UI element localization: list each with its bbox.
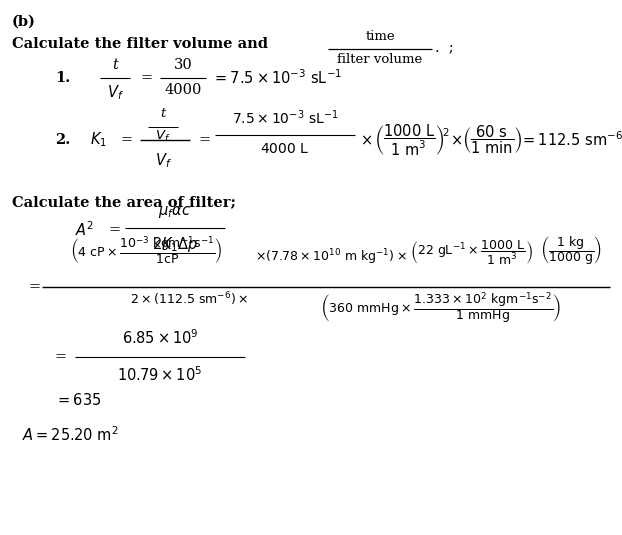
Text: $\left(22\ \mathrm{gL^{-1}}\times\dfrac{1000\ \mathrm{L}}{1\ \mathrm{m^3}}\right: $\left(22\ \mathrm{gL^{-1}}\times\dfrac{… (410, 239, 533, 267)
Text: $= 635$: $= 635$ (55, 392, 101, 408)
Text: Calculate the area of filter;: Calculate the area of filter; (12, 195, 236, 209)
Text: $= 7.5 \times 10^{-3}\ \mathrm{sL}^{-1}$: $= 7.5 \times 10^{-3}\ \mathrm{sL}^{-1}$ (212, 68, 342, 87)
Text: $6.85\times10^9$: $6.85\times10^9$ (122, 328, 198, 347)
Text: $= 112.5\ \mathrm{sm}^{-6}$: $= 112.5\ \mathrm{sm}^{-6}$ (520, 131, 622, 149)
Text: $10.79\times10^5$: $10.79\times10^5$ (118, 365, 203, 384)
Text: $V_f$: $V_f$ (154, 151, 172, 170)
Text: $7.5 \times 10^{-3}\ \mathrm{sL}^{-1}$: $7.5 \times 10^{-3}\ \mathrm{sL}^{-1}$ (232, 109, 338, 127)
Text: 4000: 4000 (164, 83, 202, 97)
Text: 1.: 1. (55, 71, 70, 85)
Text: filter volume: filter volume (337, 53, 422, 66)
Text: $K_1$: $K_1$ (90, 131, 107, 149)
Text: =: = (28, 280, 40, 294)
Text: $\left(\dfrac{1\ \mathrm{kg}}{1000\ \mathrm{g}}\right)$: $\left(\dfrac{1\ \mathrm{kg}}{1000\ \mat… (540, 234, 602, 267)
Text: (b): (b) (12, 15, 36, 29)
Text: t: t (112, 58, 118, 72)
Text: $\left(360\ \mathrm{mmHg}\times\dfrac{1.333\times10^{2}\ \mathrm{kgm^{-1}s^{-2}}: $\left(360\ \mathrm{mmHg}\times\dfrac{1.… (320, 290, 561, 325)
Text: =: = (108, 223, 120, 237)
Text: $\left(\dfrac{1000\ \mathrm{L}}{1\ \mathrm{m}^3}\right)^{\!2}$: $\left(\dfrac{1000\ \mathrm{L}}{1\ \math… (374, 123, 450, 158)
Text: $A = 25.20\ \mathrm{m}^2$: $A = 25.20\ \mathrm{m}^2$ (22, 426, 118, 445)
Text: =: = (140, 71, 152, 85)
Text: $2K_1\Delta p$: $2K_1\Delta p$ (152, 235, 198, 254)
Text: $V_f$: $V_f$ (156, 129, 171, 144)
Text: $2\times(112.5\ \mathrm{sm^{-6}})\times$: $2\times(112.5\ \mathrm{sm^{-6}})\times$ (130, 290, 248, 308)
Text: $\times$: $\times$ (360, 133, 372, 147)
Text: 2.: 2. (55, 133, 70, 147)
Text: 30: 30 (174, 58, 192, 72)
Text: =: = (120, 133, 132, 147)
Text: =: = (198, 133, 210, 147)
Text: $\left(\dfrac{60\ \mathrm{s}}{1\ \mathrm{min}}\right)$: $\left(\dfrac{60\ \mathrm{s}}{1\ \mathrm… (462, 124, 522, 156)
Text: $\mu_f \alpha c$: $\mu_f \alpha c$ (159, 204, 192, 220)
Text: Calculate the filter volume and: Calculate the filter volume and (12, 37, 268, 51)
Text: time: time (365, 30, 395, 43)
Text: .  ;: . ; (435, 41, 454, 55)
Text: $\times$: $\times$ (450, 133, 462, 147)
Text: $4000\ \mathrm{L}$: $4000\ \mathrm{L}$ (260, 142, 310, 156)
Text: $\left(4\ \mathrm{cP}\times\dfrac{10^{-3}\ \mathrm{kgm^{-1}s^{-1}}}{1\mathrm{cP}: $\left(4\ \mathrm{cP}\times\dfrac{10^{-3… (70, 234, 223, 267)
Text: $A^2$: $A^2$ (75, 220, 95, 239)
Text: $V_f$: $V_f$ (106, 83, 123, 102)
Text: t: t (160, 107, 165, 120)
Text: $\times(7.78\times10^{10}\ \mathrm{m\ kg^{-1}})\times$: $\times(7.78\times10^{10}\ \mathrm{m\ kg… (255, 247, 407, 267)
Text: =: = (55, 350, 67, 364)
